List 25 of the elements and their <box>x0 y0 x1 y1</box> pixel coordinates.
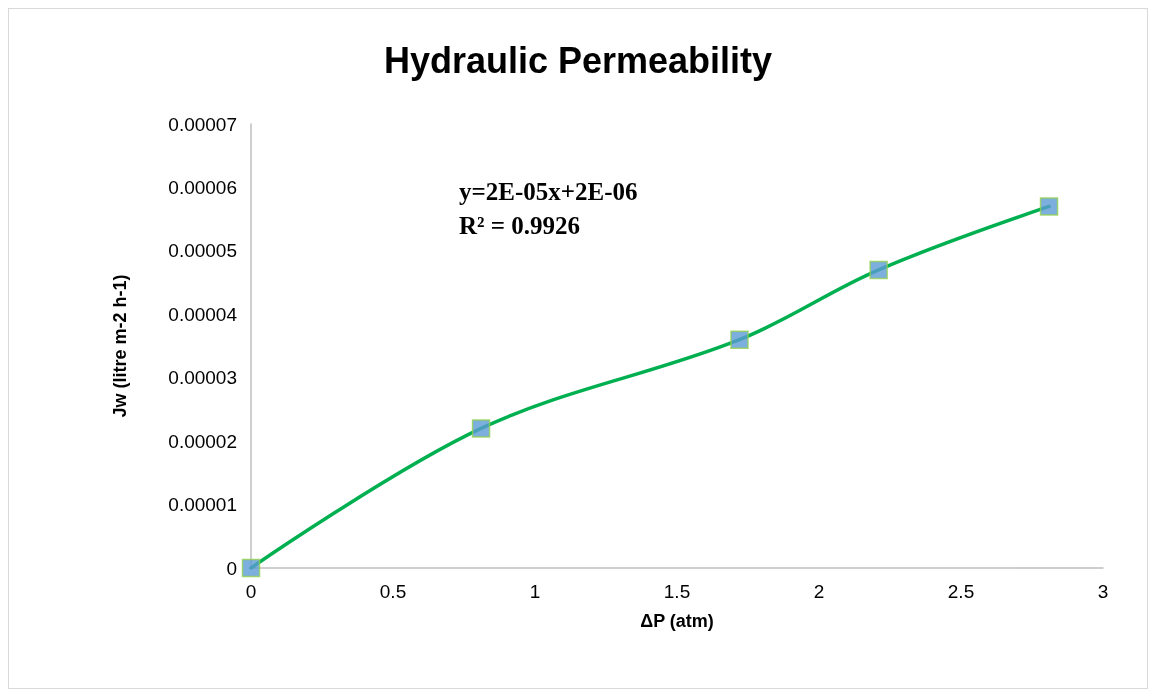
annotation: R² = 0.9926 <box>459 212 581 239</box>
y-tick-label: 0.00003 <box>168 367 237 389</box>
point <box>730 330 749 349</box>
y-tick-label: 0.00002 <box>168 430 237 452</box>
chart-title: Hydraulic Permeability <box>383 39 773 81</box>
x-tick-label: 2 <box>813 581 825 602</box>
y-tick-label: 0.00001 <box>168 494 237 516</box>
point <box>869 260 888 280</box>
x-axis-title: ΔP (atm) <box>640 611 714 631</box>
x-tick-label: 3 <box>1097 581 1109 602</box>
y-axis-title: Jw (litre m-2 h-1) <box>110 274 130 418</box>
point <box>241 558 261 578</box>
x-tick-label: 0 <box>245 581 257 602</box>
y-tick-label: 0 <box>226 557 237 579</box>
x-tick-label: 2.5 <box>947 581 975 602</box>
annotation: y=2E-05x+2E-06 <box>459 178 638 205</box>
point <box>1039 197 1059 216</box>
y-tick-label: 0.00005 <box>168 240 237 262</box>
y-tick-label: 0.00007 <box>168 113 237 135</box>
x-tick-label: 1 <box>529 581 541 602</box>
y-tick-label: 0.00004 <box>168 303 238 325</box>
y-tick-label: 0.00006 <box>168 176 237 198</box>
x-tick-label: 1.5 <box>663 581 691 602</box>
x-tick-label: 0.5 <box>379 581 407 602</box>
point <box>471 419 491 438</box>
